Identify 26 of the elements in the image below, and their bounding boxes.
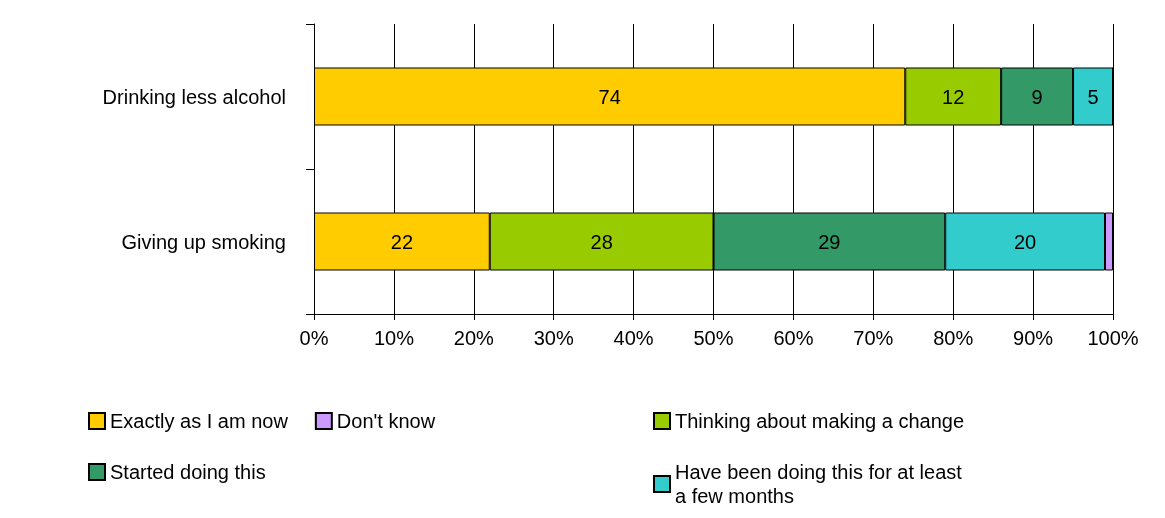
legend-label: Thinking about making a change [675, 410, 965, 432]
x-tick-label: 70% [853, 327, 894, 349]
data-label: 9 [1031, 85, 1043, 108]
data-label: 74 [598, 85, 621, 108]
x-tick-label: 40% [613, 327, 654, 349]
data-label: 5 [1087, 85, 1099, 108]
x-tick-label: 80% [933, 327, 974, 349]
data-label: 28 [590, 230, 613, 253]
legend-label: Have been doing this for at least a few months [675, 461, 963, 507]
legend-label: Exactly as I am now [110, 410, 289, 432]
x-tick-label: 60% [773, 327, 814, 349]
x-tick-label: 100% [1087, 327, 1139, 349]
x-tick-label: 20% [453, 327, 495, 349]
x-tick-label: 10% [373, 327, 415, 349]
legend-label: Don't know [336, 410, 436, 432]
y-tick-label: Giving up smoking [121, 230, 286, 253]
x-tick-label: 30% [533, 327, 574, 349]
y-tick-label: Drinking less alcohol [102, 85, 286, 108]
x-tick-label: 90% [1013, 327, 1054, 349]
data-label: 12 [942, 85, 965, 108]
x-tick-label: 0% [299, 327, 329, 349]
legend-label: Started doing this [110, 461, 266, 483]
data-label: 20 [1013, 230, 1037, 253]
x-tick-label: 50% [693, 327, 734, 349]
data-label: 29 [818, 230, 841, 253]
data-label: 22 [390, 230, 414, 253]
